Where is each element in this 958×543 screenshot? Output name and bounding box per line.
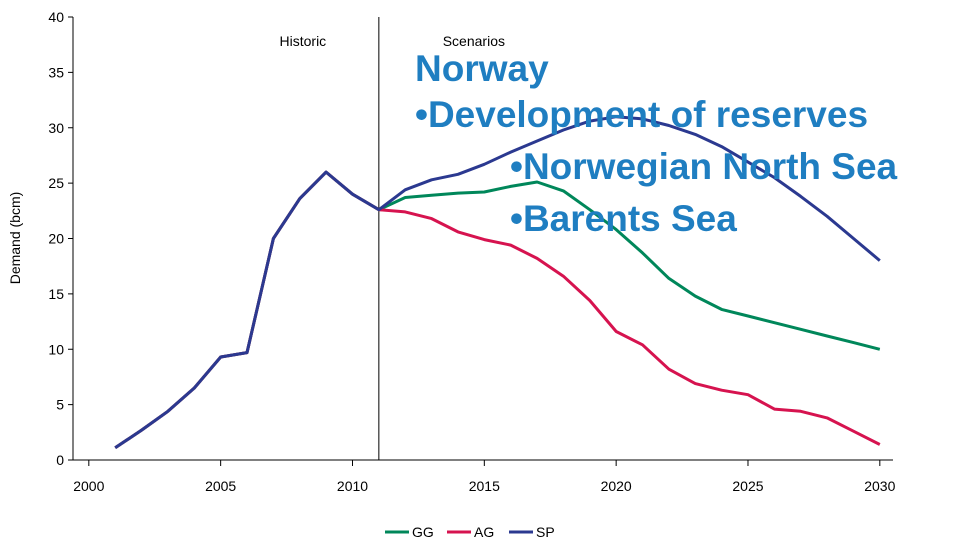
x-tick-label: 2015 [469, 478, 500, 494]
series-line [114, 170, 881, 450]
legend-label: AG [474, 524, 494, 540]
y-tick-label: 5 [56, 397, 64, 413]
x-tick-label: 2020 [601, 478, 632, 494]
annotation: Norway [415, 48, 549, 89]
period-label: Historic [280, 33, 327, 49]
legend-label: SP [536, 524, 555, 540]
y-tick-label: 15 [48, 286, 64, 302]
period-label: Scenarios [443, 33, 505, 49]
y-tick-label: 35 [48, 64, 64, 80]
y-tick-label: 25 [48, 175, 64, 191]
x-tick-label: 2000 [73, 478, 104, 494]
y-axis-label: Demand (bcm) [7, 192, 23, 285]
x-tick-label: 2030 [864, 478, 895, 494]
y-tick-label: 40 [48, 9, 64, 25]
legend-label: GG [412, 524, 434, 540]
y-tick-label: 10 [48, 341, 64, 357]
series-line [114, 115, 881, 450]
y-tick-label: 30 [48, 120, 64, 136]
x-tick-label: 2005 [205, 478, 236, 494]
x-tick-label: 2010 [337, 478, 368, 494]
y-tick-label: 20 [48, 231, 64, 247]
annotation: •Norwegian North Sea [510, 146, 898, 187]
annotation: •Barents Sea [510, 198, 737, 239]
series-line [114, 170, 881, 450]
x-tick-label: 2025 [732, 478, 763, 494]
y-tick-label: 0 [56, 452, 64, 468]
annotation: •Development of reserves [415, 94, 868, 135]
